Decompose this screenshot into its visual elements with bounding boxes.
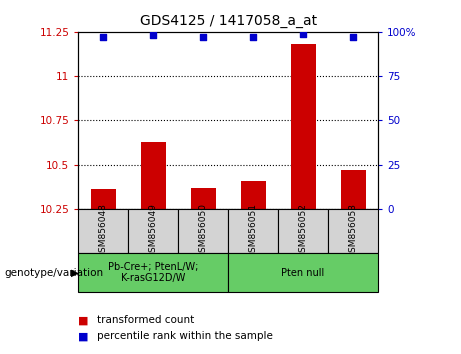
Text: GSM856052: GSM856052 [299,204,307,258]
Text: ▶: ▶ [71,268,79,278]
Point [300,31,307,36]
Bar [78,253,228,292]
Point [200,34,207,40]
Bar [278,209,328,253]
Bar [228,209,278,253]
Bar [191,188,216,209]
Text: ■: ■ [78,315,89,325]
Bar [328,209,378,253]
Point [150,33,157,38]
Text: GSM856049: GSM856049 [149,204,158,258]
Text: genotype/variation: genotype/variation [5,268,104,278]
Bar [78,209,128,253]
Bar [290,44,316,209]
Text: Pten null: Pten null [282,268,325,278]
Bar [241,181,266,209]
Text: percentile rank within the sample: percentile rank within the sample [97,331,273,341]
Bar [178,209,228,253]
Text: GSM856048: GSM856048 [99,204,108,258]
Bar [128,209,178,253]
Bar [228,253,378,292]
Text: ■: ■ [78,331,89,341]
Point [100,34,107,40]
Point [249,34,257,40]
Title: GDS4125 / 1417058_a_at: GDS4125 / 1417058_a_at [140,14,317,28]
Text: GSM856053: GSM856053 [349,204,358,258]
Text: GSM856051: GSM856051 [248,204,258,258]
Text: transformed count: transformed count [97,315,194,325]
Point [349,34,357,40]
Bar [91,189,116,209]
Text: Pb-Cre+; PtenL/W;
K-rasG12D/W: Pb-Cre+; PtenL/W; K-rasG12D/W [108,262,199,284]
Bar [341,170,366,209]
Text: GSM856050: GSM856050 [199,204,208,258]
Bar [141,142,166,209]
